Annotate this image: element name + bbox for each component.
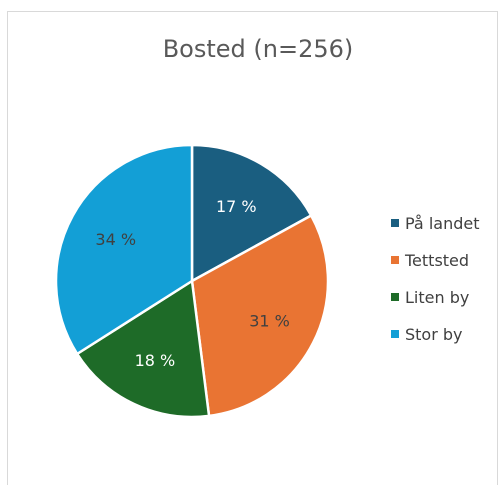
data-label-3: 18 % — [135, 351, 176, 370]
pie-slice-4 — [54, 143, 194, 356]
pie-slice-3 — [75, 279, 211, 419]
legend-swatch-3 — [391, 293, 399, 301]
legend-label-4: Stor by — [405, 325, 463, 344]
legend-swatch-2 — [391, 256, 399, 264]
legend: På landet Tettsted Liten by Stor by — [391, 214, 479, 344]
pie-data-labels: 17 % 31 % 18 % 34 % — [95, 197, 289, 370]
chart-title: Bosted (n=256) — [163, 35, 354, 63]
data-label-4: 34 % — [95, 230, 136, 249]
pie-slice-2 — [190, 214, 330, 418]
legend-swatch-1 — [391, 219, 399, 227]
legend-label-3: Liten by — [405, 288, 469, 307]
legend-label-2: Tettsted — [404, 251, 469, 270]
legend-label-1: På landet — [405, 214, 479, 233]
pie-slices — [54, 143, 330, 419]
pie-slice-1 — [190, 143, 313, 283]
data-label-1: 17 % — [216, 197, 257, 216]
data-label-2: 31 % — [249, 312, 290, 331]
legend-swatch-4 — [391, 330, 399, 338]
